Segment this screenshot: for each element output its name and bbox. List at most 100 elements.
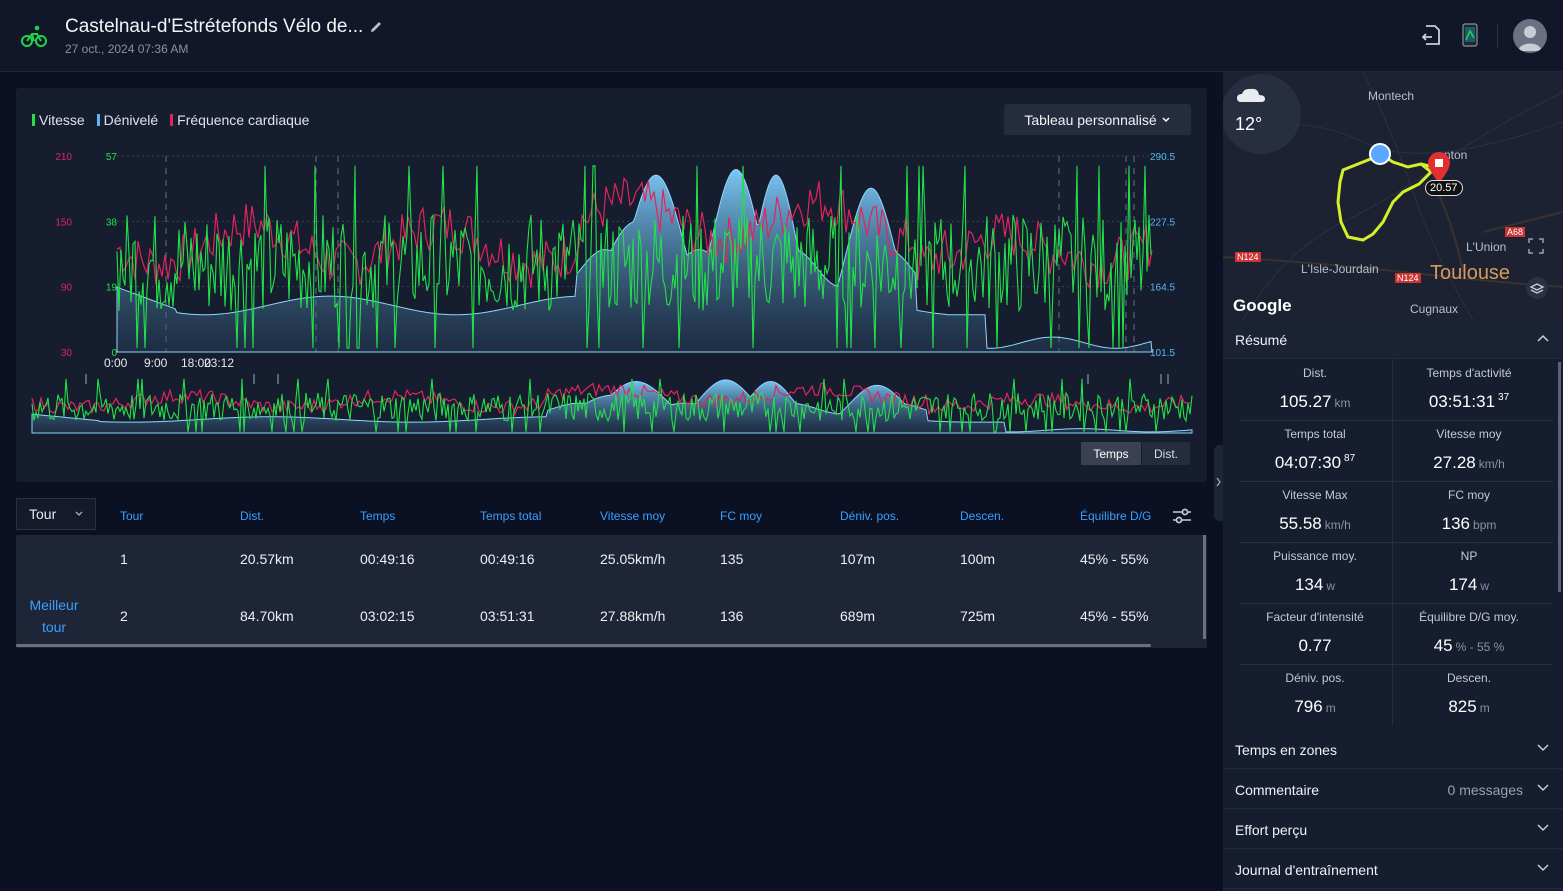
- fullscreen-icon[interactable]: [1527, 237, 1545, 255]
- overview-heart-rate-line: [31, 381, 1191, 416]
- export-icon[interactable]: [1420, 22, 1444, 48]
- col-header-total-time[interactable]: Temps total: [480, 509, 542, 523]
- map-label-cugnaux: Cugnaux: [1410, 302, 1459, 316]
- col-header-ascent[interactable]: Déniv. pos.: [840, 509, 900, 523]
- stat-card: Facteur d'intensité 0.77: [1239, 603, 1391, 664]
- main-speed-line: [116, 165, 1152, 349]
- chevron-down-icon: [1162, 116, 1170, 122]
- stat-card: Temps d'activité 03:51:31 37: [1393, 359, 1545, 420]
- lap-marker-label: 20.57: [1425, 180, 1463, 196]
- section-training-log[interactable]: Journal d'entraînement: [1223, 850, 1563, 889]
- collapse-sidebar-handle[interactable]: [1214, 445, 1224, 521]
- cycling-icon: [21, 25, 47, 47]
- road-badge: N124: [1235, 252, 1261, 262]
- legend-item-speed[interactable]: Vitesse: [32, 112, 85, 128]
- table-row[interactable]: 1 20.57km 00:49:16 00:49:16 25.05km/h 13…: [16, 535, 1202, 591]
- lap-descent: 100m: [960, 551, 996, 567]
- map-label-isle-jourdain: L'Isle-Jourdain: [1301, 262, 1379, 276]
- elevation-tick-label: 101.5: [1150, 348, 1175, 359]
- stat-value: 45% - 55 %: [1433, 636, 1505, 655]
- legend-item-heart-rate[interactable]: Fréquence cardiaque: [170, 112, 309, 128]
- custom-chart-dropdown[interactable]: Tableau personnalisé: [1004, 104, 1191, 135]
- stat-value: 136 bpm: [1441, 514, 1497, 533]
- lap-number: 1: [120, 551, 128, 567]
- stat-label: Temps total: [1284, 427, 1346, 441]
- activity-title: Castelnau-d'Estrétefonds Vélo de...: [65, 16, 364, 37]
- speed-tick-label: 38: [106, 217, 118, 228]
- vertical-scrollbar[interactable]: [1203, 535, 1206, 639]
- column-settings-icon[interactable]: [1172, 507, 1192, 525]
- lap-time: 00:49:16: [360, 551, 415, 567]
- stat-card: FC moy 136 bpm: [1393, 481, 1545, 542]
- map-label-montech: Montech: [1368, 89, 1415, 103]
- col-header-descent[interactable]: Descen.: [960, 509, 1005, 523]
- lap-descent: 725m: [960, 608, 996, 624]
- comment-count: 0 messages: [1447, 782, 1523, 798]
- col-header-balance[interactable]: Équilibre D/G: [1080, 509, 1152, 523]
- layers-icon[interactable]: [1526, 277, 1548, 299]
- section-zones[interactable]: Temps en zones: [1223, 730, 1563, 769]
- overview-elevation-area: [31, 379, 1193, 434]
- speed-tick-label: 19: [106, 283, 118, 294]
- avatar[interactable]: [1513, 19, 1547, 53]
- stat-value: 105.27 km: [1279, 392, 1351, 411]
- col-header-avg-hr[interactable]: FC moy: [720, 509, 762, 523]
- col-header-lap[interactable]: Tour: [120, 509, 144, 523]
- pencil-icon[interactable]: [368, 19, 384, 35]
- stat-label: Descen.: [1446, 671, 1492, 685]
- lap-ascent: 689m: [840, 608, 876, 624]
- lap-distance: 20.57km: [240, 551, 294, 567]
- lap-total-time: 03:51:31: [480, 608, 535, 624]
- summary-header[interactable]: Résumé: [1223, 320, 1563, 359]
- device-icon[interactable]: [1458, 22, 1482, 48]
- stat-card: Équilibre D/G moy. 45% - 55 %: [1393, 603, 1545, 664]
- finish-marker-icon[interactable]: [1426, 152, 1452, 184]
- activity-date: 27 oct., 2024 07:36 AM: [65, 42, 189, 56]
- speed-tick-label: 57: [106, 152, 118, 163]
- toolbar-divider: [1497, 24, 1498, 48]
- col-header-distance[interactable]: Dist.: [240, 509, 264, 523]
- speed-tick-label: 0: [111, 348, 117, 359]
- elevation-tick-label: 290.5: [1150, 152, 1175, 163]
- top-bar: Castelnau-d'Estrétefonds Vélo de... 27 o…: [0, 0, 1563, 72]
- laps-table: 1 20.57km 00:49:16 00:49:16 25.05km/h 13…: [16, 535, 1207, 648]
- toggle-distance-button[interactable]: Dist.: [1142, 442, 1190, 465]
- overview-speed-line: [31, 378, 1193, 433]
- lap-avg-hr: 135: [720, 551, 744, 567]
- lap-balance: 45% - 55%: [1080, 608, 1149, 624]
- map-label-toulouse: Toulouse: [1430, 262, 1511, 284]
- elevation-tick-label: 227.5: [1150, 217, 1175, 228]
- weather-badge: 12°: [1223, 74, 1301, 154]
- google-logo: Google: [1233, 296, 1292, 315]
- chevron-down-icon: [1537, 864, 1549, 872]
- map-label-fronton: nton: [1444, 148, 1468, 162]
- toggle-time-button[interactable]: Temps: [1081, 442, 1141, 465]
- col-header-avg-speed[interactable]: Vitesse moy: [600, 509, 666, 523]
- stat-value: 0.77: [1298, 636, 1332, 655]
- sidebar-scrollbar[interactable]: [1558, 362, 1561, 592]
- horizontal-scrollbar[interactable]: [16, 644, 1151, 647]
- lap-avg-speed: 25.05km/h: [600, 551, 666, 567]
- stat-value: 27.28 km/h: [1433, 453, 1505, 472]
- chevron-down-icon: [75, 511, 83, 516]
- main-heart-rate-line: [116, 176, 1153, 289]
- table-row[interactable]: Meilleur tour 2 84.70km 03:02:15 03:51:3…: [16, 591, 1202, 647]
- section-comments[interactable]: Commentaire 0 messages: [1223, 770, 1563, 809]
- col-header-time[interactable]: Temps: [360, 509, 396, 523]
- start-marker-icon[interactable]: [1369, 143, 1391, 165]
- lap-type-select[interactable]: Tour: [16, 498, 96, 530]
- lap-total-time: 00:49:16: [480, 551, 535, 567]
- section-perceived-effort[interactable]: Effort perçu: [1223, 810, 1563, 849]
- stat-label: Dist.: [1303, 366, 1327, 380]
- laps-header: Tour Tour Dist. Temps Temps total Vitess…: [16, 497, 1207, 535]
- stat-card: Temps total 04:07:30 87: [1239, 420, 1391, 481]
- stat-value: 825 m: [1448, 697, 1490, 716]
- lap-avg-hr: 136: [720, 608, 744, 624]
- route-map[interactable]: 12° Montech nton L'Isle-Jourdain L'Union…: [1223, 72, 1563, 320]
- stat-label: Temps d'activité: [1426, 366, 1512, 380]
- main-chart[interactable]: 210 57 290.5 150 38 227.5 90 19 164.5 30 0 101.5 0:0…: [16, 88, 1207, 482]
- legend-item-elevation[interactable]: Dénivelé: [96, 112, 158, 128]
- map-background: [1223, 72, 1563, 320]
- sidebar: 12° Montech nton L'Isle-Jourdain L'Union…: [1223, 72, 1563, 891]
- chevron-down-icon: [1537, 744, 1549, 752]
